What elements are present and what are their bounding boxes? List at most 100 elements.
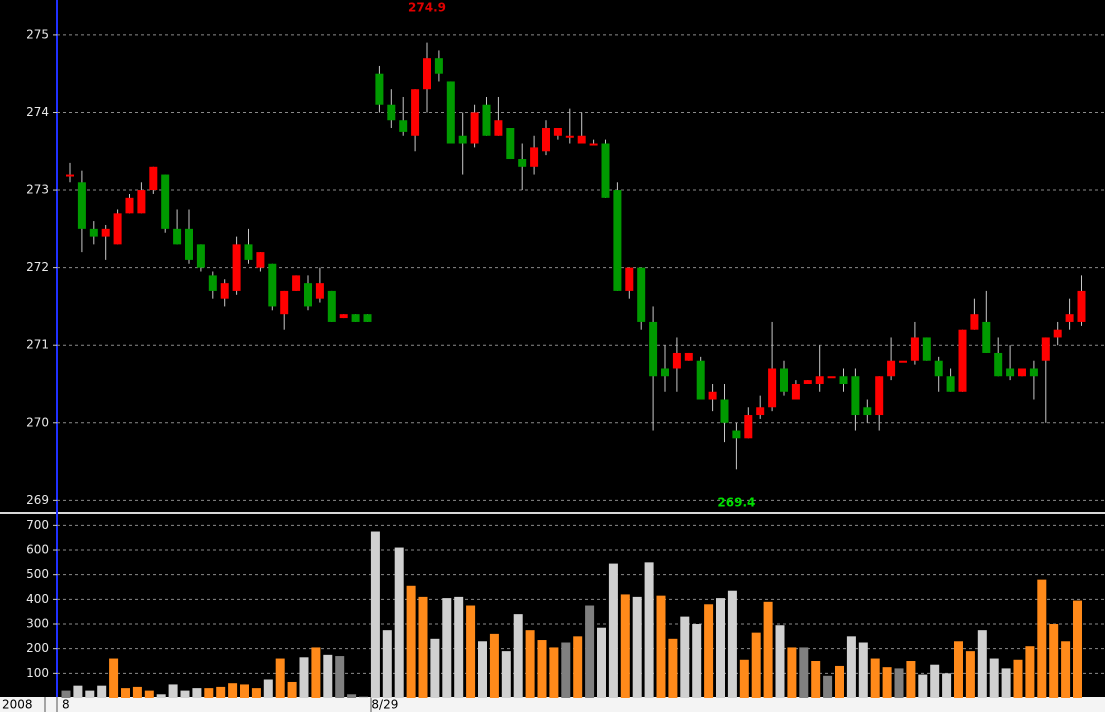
candle-body bbox=[684, 352, 693, 361]
y-tick-label: 271 bbox=[26, 338, 49, 352]
volume-bar bbox=[894, 668, 904, 698]
candle-body bbox=[387, 104, 396, 121]
volume-bar bbox=[144, 690, 154, 698]
volume-bar bbox=[704, 604, 714, 698]
volume-bar bbox=[299, 657, 309, 698]
candle-body bbox=[827, 376, 836, 379]
volume-bar bbox=[525, 630, 535, 698]
volume-bar bbox=[240, 684, 249, 698]
volume-bar bbox=[549, 647, 559, 698]
y-tick-label: 272 bbox=[26, 260, 49, 274]
volume-bar bbox=[251, 688, 261, 698]
candle-body bbox=[506, 128, 515, 160]
volume-bar bbox=[382, 630, 392, 698]
volume-bar bbox=[942, 673, 952, 698]
candle-body bbox=[470, 112, 479, 144]
candle-body bbox=[1041, 337, 1050, 361]
y-tick-label: 100 bbox=[26, 666, 49, 680]
candle-body bbox=[661, 368, 669, 377]
candle-body bbox=[411, 89, 420, 136]
volume-bar bbox=[347, 694, 357, 698]
candle-body bbox=[482, 104, 491, 136]
candle-body bbox=[220, 283, 229, 299]
candle-body bbox=[315, 283, 324, 299]
candle-body bbox=[196, 244, 205, 268]
volume-bar bbox=[121, 688, 130, 698]
volume-bar bbox=[846, 636, 856, 698]
volume-bar bbox=[192, 688, 202, 698]
candle-body bbox=[791, 384, 800, 400]
candle-body bbox=[910, 337, 919, 361]
volume-bar bbox=[954, 641, 963, 698]
candle-body bbox=[601, 143, 610, 198]
candle-body bbox=[744, 415, 753, 439]
candle-body bbox=[530, 147, 539, 167]
volume-bar bbox=[692, 624, 702, 698]
volume-bar bbox=[85, 690, 95, 698]
candle-body bbox=[839, 376, 848, 384]
volume-bar bbox=[489, 633, 499, 698]
volume-bar bbox=[204, 688, 214, 698]
volume-bar bbox=[287, 681, 297, 698]
volume-bar bbox=[561, 642, 571, 698]
candle-body bbox=[565, 135, 574, 138]
volume-bar bbox=[1049, 624, 1059, 698]
candle-body bbox=[351, 314, 360, 322]
y-tick-label: 600 bbox=[26, 543, 49, 557]
candle-body bbox=[732, 430, 741, 439]
y-tick-label: 275 bbox=[26, 27, 49, 41]
volume-bar bbox=[501, 651, 511, 698]
candle-body bbox=[970, 314, 979, 330]
volume-bar bbox=[585, 605, 595, 698]
candle-body bbox=[672, 352, 681, 369]
x-tick-label: 8 bbox=[62, 698, 70, 712]
volume-bar bbox=[918, 674, 928, 698]
candle-body bbox=[161, 174, 170, 229]
volume-bar bbox=[858, 642, 868, 698]
candle-body bbox=[553, 128, 562, 136]
candle-body bbox=[756, 407, 765, 416]
volume-bar bbox=[989, 658, 999, 698]
candle-body bbox=[446, 81, 455, 144]
volume-bar bbox=[311, 647, 321, 698]
extreme-label: 269.4 bbox=[717, 496, 755, 510]
candle-body bbox=[304, 283, 312, 307]
candle-body bbox=[863, 407, 872, 416]
candle-body bbox=[327, 290, 336, 322]
candle-body bbox=[708, 391, 717, 400]
candle-body bbox=[922, 337, 931, 361]
candle-body bbox=[375, 73, 384, 105]
volume-bar bbox=[835, 665, 844, 698]
candle-body bbox=[1006, 368, 1015, 377]
y-tick-label: 700 bbox=[26, 518, 49, 532]
y-tick-label: 400 bbox=[26, 592, 49, 606]
year-label: 2008 bbox=[2, 698, 33, 712]
candle-body bbox=[994, 352, 1003, 377]
candle-body bbox=[125, 197, 134, 214]
candle-body bbox=[875, 376, 884, 416]
candle-body bbox=[339, 314, 348, 319]
candle-body bbox=[982, 321, 991, 353]
volume-bar bbox=[73, 685, 83, 698]
y-tick-label: 300 bbox=[26, 617, 49, 631]
volume-bar bbox=[180, 690, 190, 698]
candle-body bbox=[720, 399, 729, 423]
candle-body bbox=[77, 182, 86, 229]
y-tick-label: 500 bbox=[26, 567, 49, 581]
volume-bar bbox=[216, 686, 226, 698]
candle-body bbox=[958, 329, 967, 392]
candle-body bbox=[780, 368, 788, 392]
volume-bar bbox=[977, 630, 987, 698]
volume-bar bbox=[739, 659, 749, 698]
candle-body bbox=[613, 190, 622, 291]
volume-bar bbox=[370, 531, 380, 698]
volume-bar bbox=[418, 596, 428, 698]
extreme-label: 274.9 bbox=[408, 1, 446, 15]
volume-bar bbox=[537, 640, 547, 698]
x-tick-label: 8/29 bbox=[371, 698, 398, 712]
volume-bar bbox=[799, 647, 809, 698]
volume-bar bbox=[61, 690, 71, 698]
